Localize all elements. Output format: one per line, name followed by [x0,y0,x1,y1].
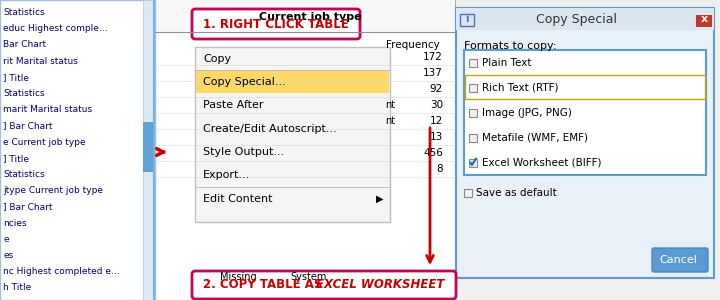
Text: Save as default: Save as default [476,188,557,198]
Text: 13: 13 [430,132,443,142]
FancyBboxPatch shape [195,47,390,222]
Text: 8: 8 [436,164,443,174]
Text: 1. RIGHT CLICK TABLE: 1. RIGHT CLICK TABLE [203,17,349,31]
Text: e: e [3,235,9,244]
Text: Statistics: Statistics [3,89,45,98]
Text: 92: 92 [430,84,443,94]
FancyBboxPatch shape [143,122,153,172]
Text: System: System [290,272,326,282]
FancyBboxPatch shape [469,158,477,166]
FancyBboxPatch shape [469,83,477,92]
FancyBboxPatch shape [456,8,714,278]
FancyBboxPatch shape [155,0,455,300]
Text: Image (JPG, PNG): Image (JPG, PNG) [482,107,572,118]
Text: e Current job type: e Current job type [3,138,86,147]
Text: ] Bar Chart: ] Bar Chart [3,202,53,211]
FancyBboxPatch shape [143,0,153,300]
FancyBboxPatch shape [652,248,708,272]
FancyBboxPatch shape [192,9,360,39]
Text: ] Bar Chart: ] Bar Chart [3,122,53,130]
FancyBboxPatch shape [196,70,389,93]
FancyBboxPatch shape [696,15,712,27]
Text: jtype Current job type: jtype Current job type [3,186,103,195]
FancyBboxPatch shape [465,75,705,99]
Text: h Title: h Title [3,284,31,292]
Text: Plain Text: Plain Text [482,58,531,68]
Text: Statistics: Statistics [3,8,45,17]
FancyBboxPatch shape [192,271,456,299]
Text: nc Highest completed e…: nc Highest completed e… [3,267,120,276]
FancyBboxPatch shape [464,189,472,197]
Text: Current job type: Current job type [258,12,361,22]
FancyBboxPatch shape [0,0,155,300]
FancyBboxPatch shape [469,58,477,67]
Text: x: x [701,14,708,24]
Text: Edit Content: Edit Content [203,194,272,204]
Text: Copy Special...: Copy Special... [203,77,286,87]
FancyBboxPatch shape [456,8,714,30]
Text: nt: nt [385,116,395,126]
Text: nt: nt [385,100,395,110]
Text: Style Output...: Style Output... [203,147,284,157]
Text: Formats to copy:: Formats to copy: [464,41,557,51]
Text: 172: 172 [423,52,443,62]
Text: ncies: ncies [3,219,27,228]
Text: educ Highest comple…: educ Highest comple… [3,24,108,33]
Text: Rich Text (RTF): Rich Text (RTF) [482,82,559,92]
FancyBboxPatch shape [460,14,474,26]
Text: 2. COPY TABLE AS: 2. COPY TABLE AS [203,278,326,292]
Text: Create/Edit Autoscript...: Create/Edit Autoscript... [203,124,337,134]
FancyBboxPatch shape [155,0,455,32]
Text: Cancel: Cancel [659,255,697,265]
Text: Copy Special: Copy Special [536,13,618,26]
Text: ] Title: ] Title [3,73,29,82]
Text: Statistics: Statistics [3,170,45,179]
Text: Frequency: Frequency [386,40,440,50]
FancyBboxPatch shape [469,134,477,142]
Text: EXCEL WORKSHEET: EXCEL WORKSHEET [316,278,444,292]
Text: ] Title: ] Title [3,154,29,163]
Text: i: i [465,14,469,24]
Text: marit Marital status: marit Marital status [3,105,92,114]
Text: Bar Chart: Bar Chart [3,40,46,50]
Text: Copy: Copy [203,54,231,64]
Text: 12: 12 [430,116,443,126]
Text: 30: 30 [430,100,443,110]
Text: 456: 456 [423,148,443,158]
Text: Metafile (WMF, EMF): Metafile (WMF, EMF) [482,133,588,142]
Text: 137: 137 [423,68,443,78]
FancyBboxPatch shape [469,109,477,116]
Text: ▶: ▶ [377,194,384,204]
Text: Missing: Missing [220,272,256,282]
Text: Export...: Export... [203,170,251,180]
Text: Excel Worksheet (BIFF): Excel Worksheet (BIFF) [482,158,601,167]
Text: Paste After: Paste After [203,100,264,110]
Text: es: es [3,251,13,260]
FancyBboxPatch shape [464,50,706,175]
Text: rit Marital status: rit Marital status [3,57,78,66]
